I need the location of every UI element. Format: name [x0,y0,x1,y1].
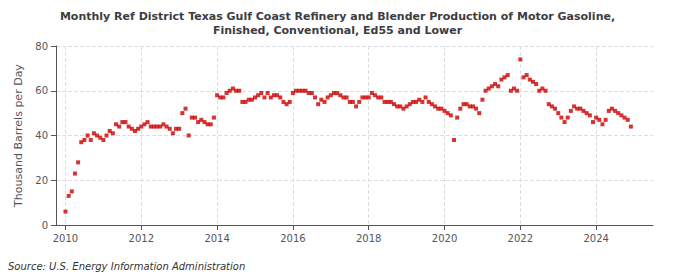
svg-text:2022: 2022 [508,233,533,244]
svg-text:2024: 2024 [583,233,608,244]
svg-text:20: 20 [35,175,48,186]
svg-text:Monthly Ref District Texas Gul: Monthly Ref District Texas Gulf Coast Re… [60,10,615,23]
svg-text:2020: 2020 [432,233,457,244]
svg-text:80: 80 [35,41,48,52]
svg-text:2012: 2012 [129,233,154,244]
svg-text:Thousand Barrels per Day: Thousand Barrels per Day [12,64,25,208]
svg-text:Finished, Conventional, Ed55 a: Finished, Conventional, Ed55 and Lower [213,24,463,37]
svg-text:2010: 2010 [53,233,78,244]
svg-text:2018: 2018 [356,233,381,244]
svg-text:40: 40 [35,130,48,141]
svg-text:2016: 2016 [280,233,305,244]
svg-text:60: 60 [35,85,48,96]
svg-text:2014: 2014 [204,233,229,244]
svg-text:Source: U.S. Energy Informatio: Source: U.S. Energy Information Administ… [8,261,245,272]
svg-text:0: 0 [42,220,48,231]
